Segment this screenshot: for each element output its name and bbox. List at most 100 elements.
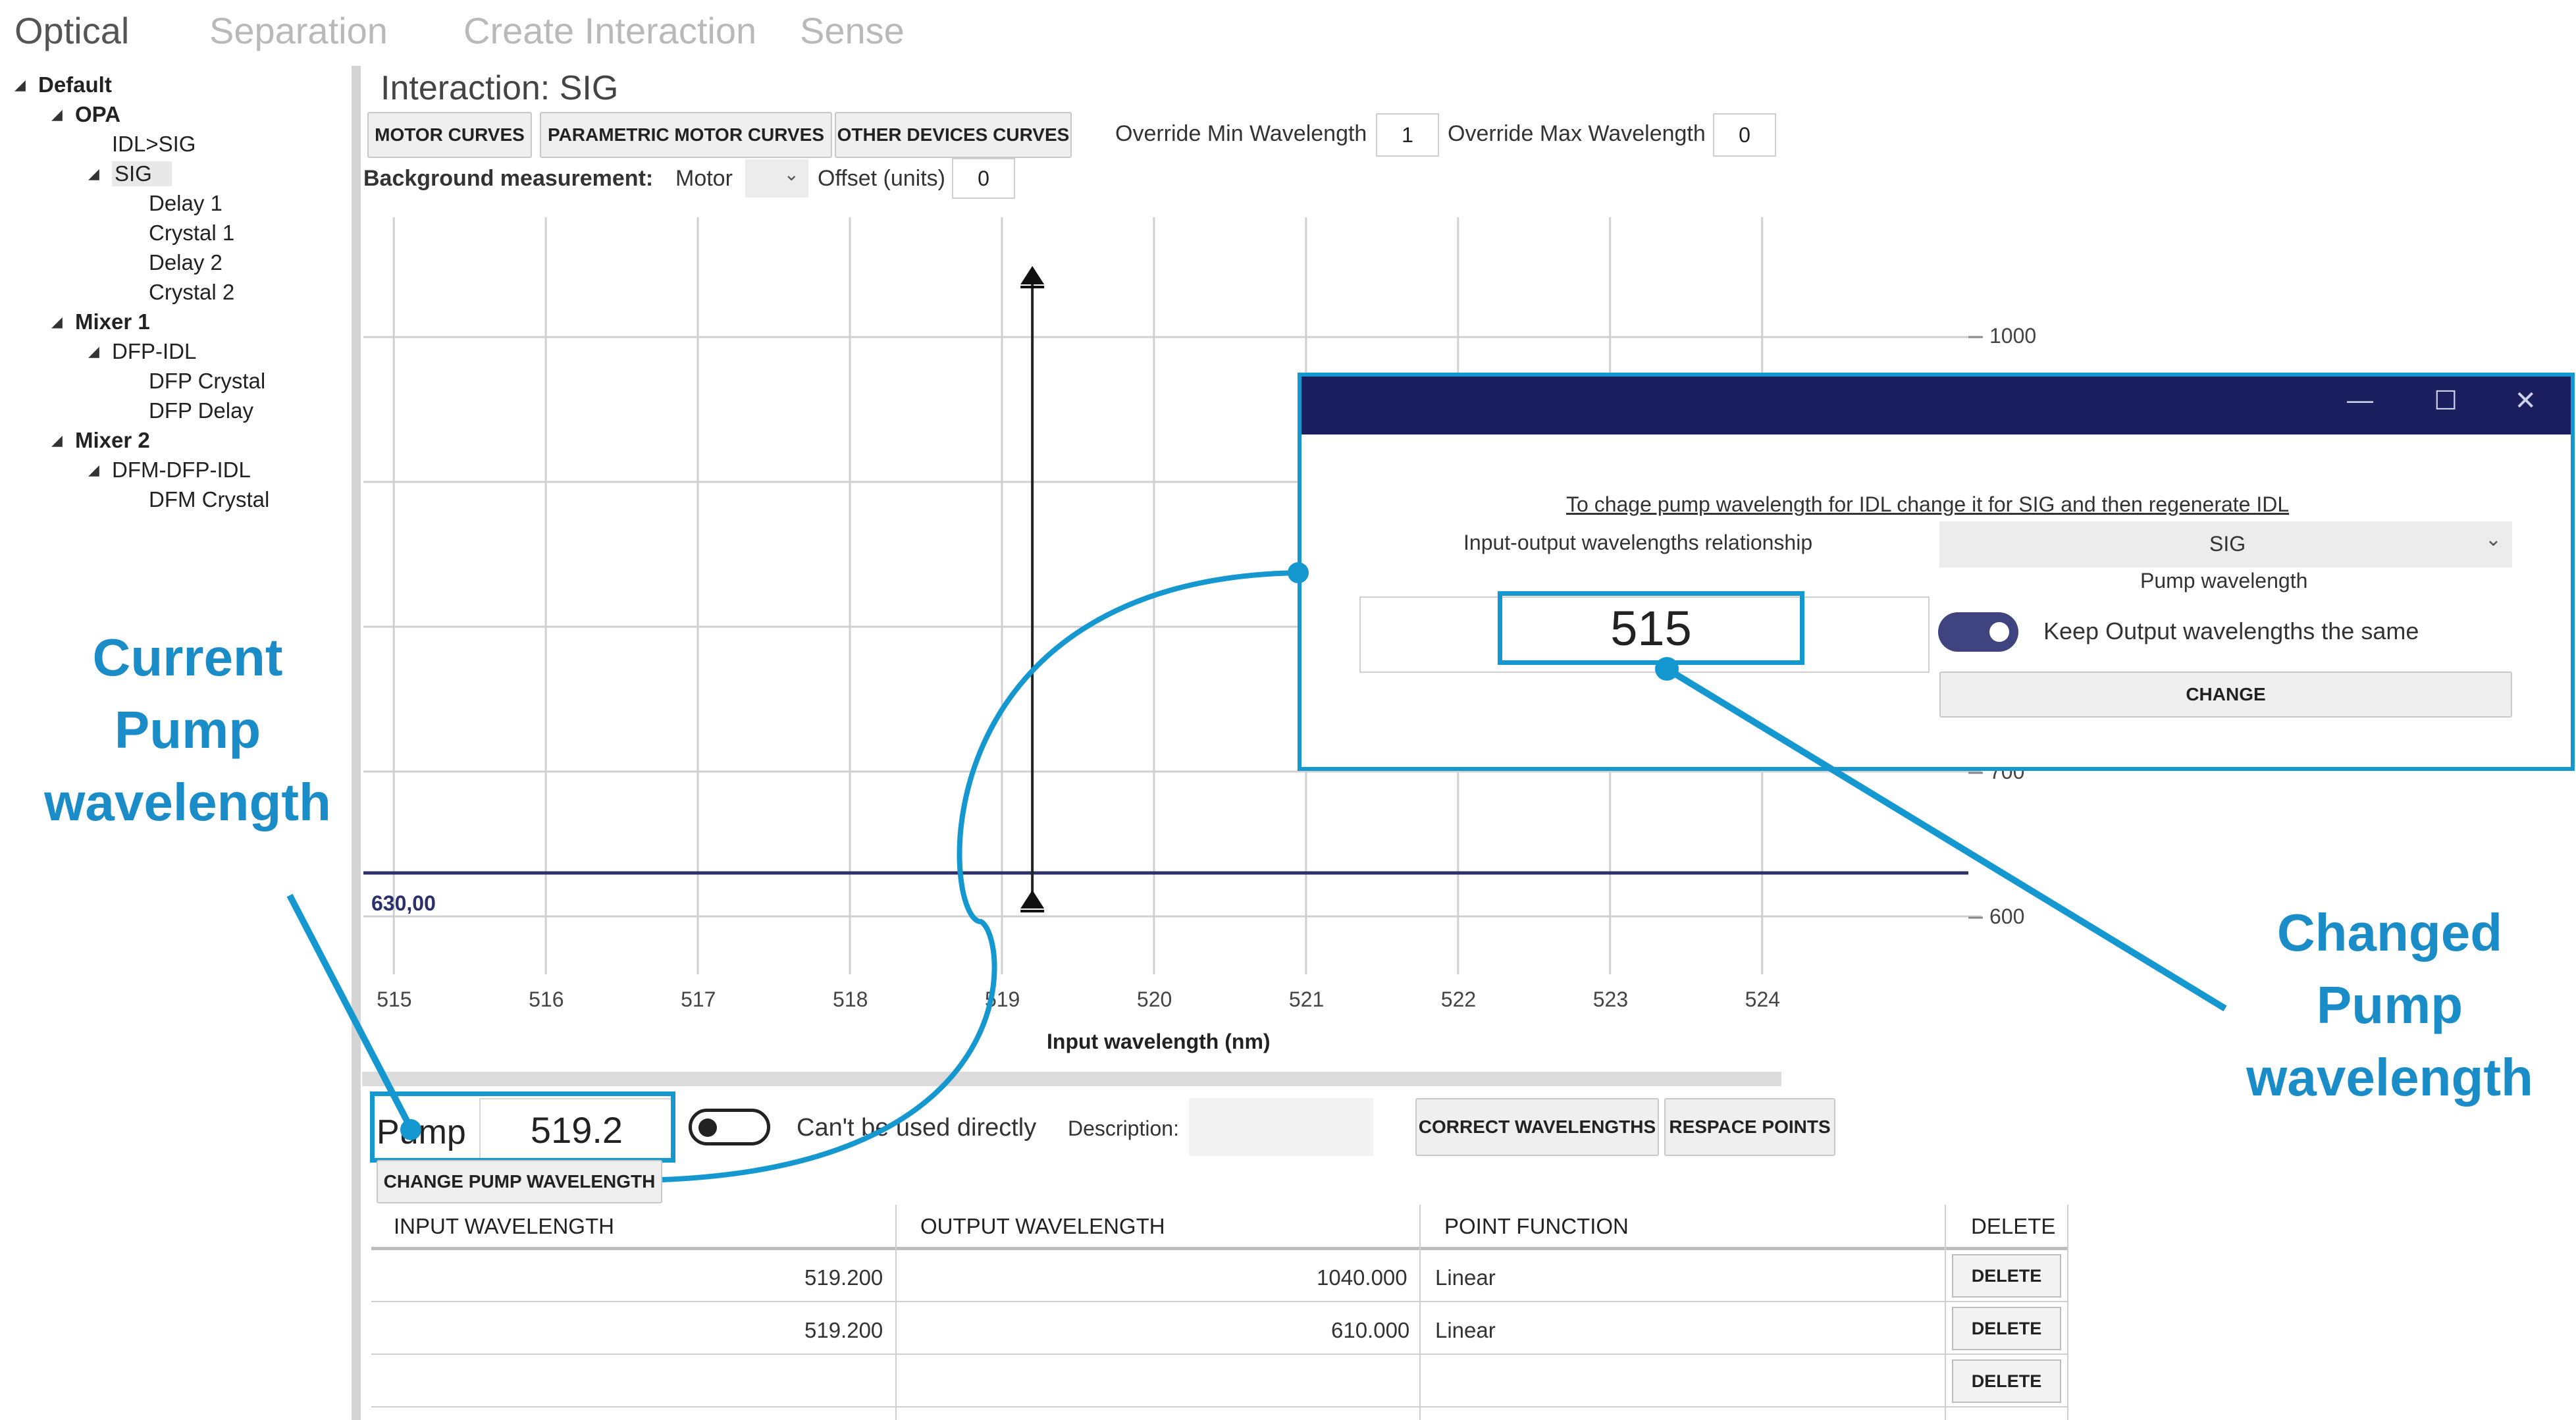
expand-triangle-icon[interactable]: ◢ (14, 76, 26, 93)
y-tick-label: 1000 (1989, 324, 2037, 348)
tab-separation[interactable]: Separation (209, 10, 388, 51)
tab-optical[interactable]: Optical (14, 10, 130, 51)
dialog-note: To chage pump wavelength for IDL change … (1566, 492, 2290, 516)
override-max-input[interactable]: 0 (1713, 113, 1776, 157)
column-divider (2067, 1205, 2068, 1420)
tree-item-idl-sig[interactable]: IDL>SIG (112, 132, 196, 157)
tree-item-sig[interactable]: ◢ SIG (88, 161, 172, 186)
expand-triangle-icon[interactable]: ◢ (51, 432, 63, 448)
cell-function: Linear (1435, 1265, 1496, 1290)
background-select-value[interactable]: Motor (675, 166, 733, 191)
background-select[interactable]: ⌄ (745, 159, 808, 197)
keep-output-toggle[interactable] (1938, 612, 2018, 652)
tree-item-crystal-1[interactable]: Crystal 1 (149, 221, 234, 246)
callout-line: Pump (114, 700, 261, 759)
row-divider (371, 1354, 2068, 1355)
cant-be-used-toggle[interactable] (689, 1109, 770, 1145)
dialog-title-bar[interactable]: — ☐ ✕ (1301, 377, 2571, 434)
tree-item-delay-1[interactable]: Delay 1 (149, 191, 223, 216)
override-max-label: Override Max Wavelength (1448, 121, 1706, 146)
respace-points-button[interactable]: RESPACE POINTS (1664, 1098, 1835, 1156)
table-header-delete: DELETE (1971, 1214, 2056, 1238)
tree-item-label: Delay 2 (149, 250, 223, 275)
panel-divider[interactable] (352, 66, 361, 1420)
chart-horizontal-scrollbar[interactable] (362, 1072, 1781, 1086)
connector-dot (400, 1119, 421, 1140)
tree-item-delay-2[interactable]: Delay 2 (149, 250, 223, 275)
x-tick-label: 520 (1136, 987, 1172, 1011)
table-header-output: OUTPUT WAVELENGTH (920, 1214, 1165, 1238)
other-devices-curves-button[interactable]: OTHER DEVICES CURVES (835, 112, 1072, 158)
offset-label: Offset (units) (818, 166, 945, 191)
correct-wavelengths-button[interactable]: CORRECT WAVELENGTHS (1415, 1098, 1659, 1156)
callout-line: wavelength (2246, 1048, 2533, 1107)
tree-item-crystal-2[interactable]: Crystal 2 (149, 280, 234, 305)
new-pump-value[interactable]: 515 (1498, 591, 1804, 665)
tree-item-dfp-crystal[interactable]: DFP Crystal (149, 369, 265, 394)
dialog-change-button[interactable]: CHANGE (1939, 671, 2512, 718)
connector-dot (1655, 657, 1679, 681)
interaction-title: Interaction: SIG (381, 69, 619, 107)
tree-item-dfp-idl[interactable]: ◢ DFP-IDL (88, 339, 196, 364)
tree-item-mixer-2[interactable]: ◢ Mixer 2 (51, 428, 150, 453)
tree-item-label: Mixer 2 (75, 428, 150, 452)
tree-item-dfp-delay[interactable]: DFP Delay (149, 398, 253, 423)
expand-triangle-icon[interactable]: ◢ (88, 343, 99, 359)
triangle-up-icon (1020, 266, 1045, 284)
pump-value-field[interactable] (1359, 596, 1930, 673)
close-icon[interactable]: ✕ (2514, 386, 2537, 415)
x-tick-label: 524 (1745, 987, 1781, 1011)
row-divider (371, 1406, 2068, 1407)
tree-item-mixer-1[interactable]: ◢ Mixer 1 (51, 309, 150, 334)
tree-item-label: DFP-IDL (112, 339, 197, 363)
tree-item-label: Delay 1 (149, 191, 223, 215)
expand-triangle-icon[interactable]: ◢ (51, 313, 63, 330)
tree-item-dfm-crystal[interactable]: DFM Crystal (149, 487, 269, 512)
table-header-divider (371, 1247, 2068, 1250)
tab-sense[interactable]: Sense (800, 10, 905, 51)
callout-line: Current (92, 628, 283, 687)
chart-marks (363, 266, 1968, 912)
cant-be-used-label: Can't be used directly (797, 1114, 1037, 1142)
delete-row-button[interactable]: DELETE (1952, 1254, 2061, 1298)
tree-item-label: DFM Crystal (149, 487, 270, 512)
minimize-icon[interactable]: — (2347, 386, 2373, 415)
callout-line: Changed (2276, 903, 2503, 962)
motor-curves-button[interactable]: MOTOR CURVES (367, 112, 532, 158)
column-divider (1419, 1205, 1421, 1420)
parametric-motor-curves-button[interactable]: PARAMETRIC MOTOR CURVES (540, 112, 832, 158)
table-header-function: POINT FUNCTION (1444, 1214, 1629, 1238)
x-tick-label: 516 (529, 987, 564, 1011)
delete-row-button[interactable]: DELETE (1952, 1307, 2061, 1350)
tree-item-opa[interactable]: ◢ OPA (51, 102, 120, 127)
current-pump-callout: Current Pump wavelength (13, 621, 362, 839)
x-tick-label: 517 (681, 987, 716, 1011)
chevron-down-icon: ⌄ (2484, 529, 2502, 550)
x-tick-label: 518 (833, 987, 868, 1011)
change-pump-wavelength-button[interactable]: CHANGE PUMP WAVELENGTH (377, 1160, 662, 1203)
column-divider (1945, 1205, 1946, 1420)
tree-item-label: DFP Delay (149, 398, 253, 423)
maximize-icon[interactable]: ☐ (2434, 386, 2458, 415)
offset-input[interactable]: 0 (952, 158, 1015, 199)
tree-item-label: DFP Crystal (149, 369, 266, 393)
expand-triangle-icon[interactable]: ◢ (88, 165, 99, 182)
tree-item-label: DFM-DFP-IDL (112, 458, 251, 482)
cell-output: 1040.000 (1317, 1265, 1407, 1290)
x-axis-label: Input wavelength (nm) (1047, 1030, 1271, 1053)
x-tick-label: 522 (1440, 987, 1477, 1011)
expand-triangle-icon[interactable]: ◢ (88, 461, 99, 478)
cell-function: Linear (1435, 1318, 1496, 1342)
expand-triangle-icon[interactable]: ◢ (51, 106, 63, 122)
description-input[interactable] (1189, 1098, 1373, 1156)
delete-row-button[interactable]: DELETE (1952, 1359, 2061, 1403)
tree-item-label: Crystal 1 (149, 221, 235, 245)
relationship-select[interactable]: SIG ⌄ (1939, 521, 2512, 567)
x-tick-label: 521 (1288, 987, 1325, 1011)
dialog-connector-line (662, 570, 1299, 1182)
tree-item-dfm-dfp-idl[interactable]: ◢ DFM-DFP-IDL (88, 458, 251, 483)
tab-create-interaction[interactable]: Create Interaction (463, 10, 757, 51)
tree-item-default[interactable]: ◢ Default (14, 72, 112, 97)
cell-output: 610.000 (1331, 1318, 1410, 1342)
override-min-input[interactable]: 1 (1376, 113, 1439, 157)
